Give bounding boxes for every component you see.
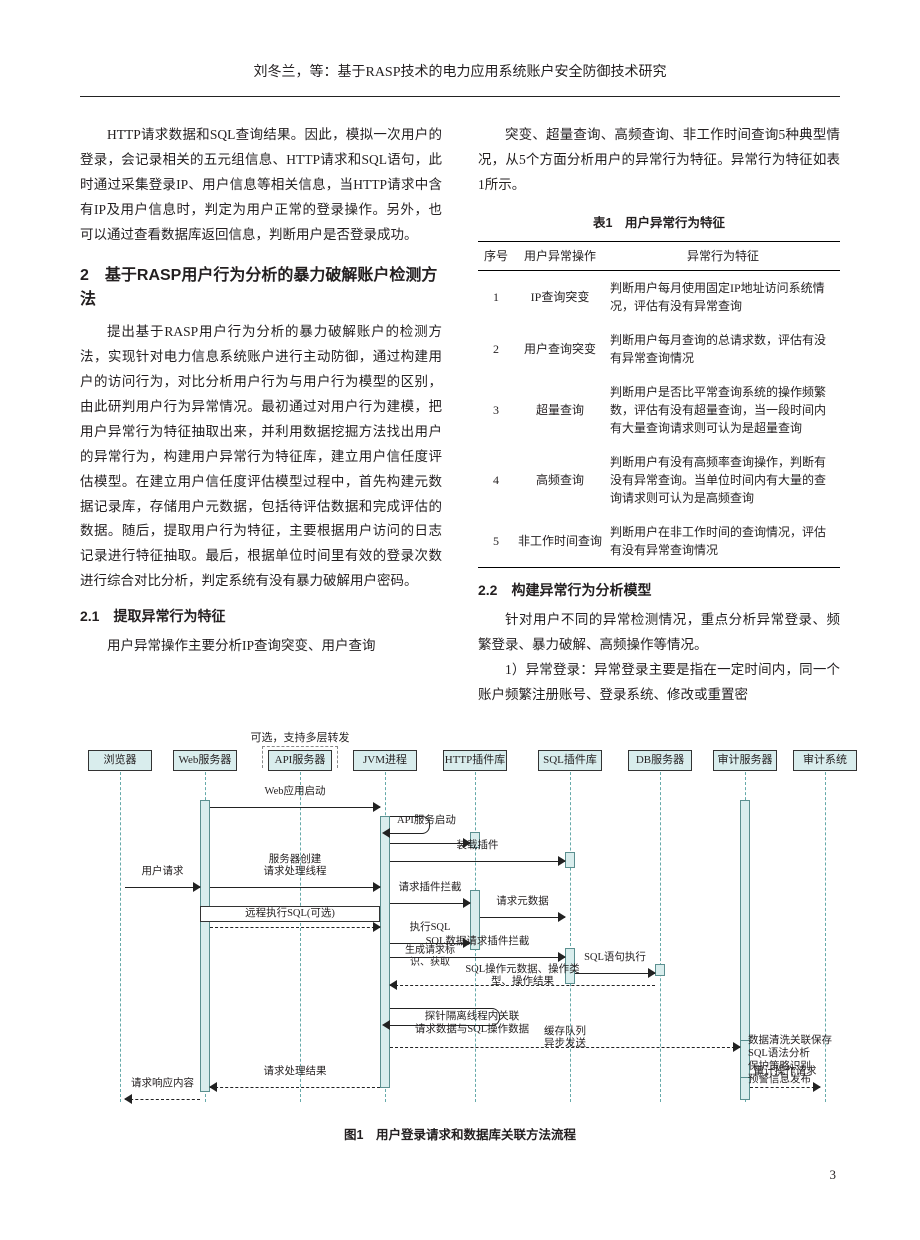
subsection-2-1: 2.1 提取异常行为特征 — [80, 604, 442, 630]
table-cell: 1 — [478, 270, 514, 323]
page-number: 3 — [80, 1163, 840, 1187]
page-header: 刘冬兰，等：基于RASP技术的电力应用系统账户安全防御技术研究 — [80, 60, 840, 97]
para: 针对用户不同的异常检测情况，重点分析异常登录、频繁登录、暴力破解、高频操作等情况… — [478, 608, 840, 658]
table-cell: 5 — [478, 515, 514, 568]
table-row: 5非工作时间查询判断用户在非工作时间的查询情况，评估有没有异常查询情况 — [478, 515, 840, 568]
table-cell: 判断用户每月使用固定IP地址访问系统情况，评估有没有异常查询 — [606, 270, 840, 323]
lifeline-api — [300, 772, 301, 1102]
table-cell: IP查询突变 — [514, 270, 606, 323]
message-label: API服务启动 — [397, 814, 487, 827]
para: 突变、超量查询、高频查询、非工作时间查询5种典型情况，从5个方面分析用户的异常行… — [478, 123, 840, 198]
lifeline-head-audit_srv: 审计服务器 — [713, 750, 777, 771]
para: 提出基于RASP用户行为分析的暴力破解账户的检测方法，实现针对电力信息系统账户进… — [80, 320, 442, 595]
message-label: 服务器创建请求处理线程 — [210, 854, 380, 879]
th: 异常行为特征 — [606, 241, 840, 270]
table-row: 2用户查询突变判断用户每月查询的总请求数，评估有没有异常查询情况 — [478, 323, 840, 375]
message-arrow: 装载插件 — [390, 854, 565, 868]
message-arrow: SQL数据请求插件拦截 — [390, 950, 565, 964]
lifeline-browser — [120, 772, 121, 1102]
table-row: 3超量查询判断用户是否比平常查询系统的操作频繁数，评估有没有超量查询，当一段时间… — [478, 375, 840, 445]
message-arrow: 缓存队列异步发送 — [390, 1040, 740, 1054]
message-label: 请求插件拦截 — [390, 882, 470, 895]
message-label: 装载插件 — [390, 840, 565, 853]
opt-frame-label: 可选，支持多层转发 — [240, 732, 360, 745]
message-label: SQL操作元数据、操作类型、操作结果 — [390, 964, 655, 989]
message-arrow: 请求插件拦截 — [390, 896, 470, 910]
lifeline-head-browser: 浏览器 — [88, 750, 152, 771]
sequence-diagram: 可选，支持多层转发浏览器Web服务器API服务器JVM进程HTTP插件库SQL插… — [80, 740, 840, 1110]
table-cell: 4 — [478, 445, 514, 515]
table-cell: 超量查询 — [514, 375, 606, 445]
subsection-2-2: 2.2 构建异常行为分析模型 — [478, 578, 840, 604]
message-arrow: 服务器创建请求处理线程 — [210, 880, 380, 894]
audit-note: 数据清洗关联保存SQL语法分析保护策略识别预警信息发布 — [748, 1034, 858, 1087]
para: 1）异常登录：异常登录主要是指在一定时间内，同一个账户频繁注册账号、登录系统、修… — [478, 658, 840, 708]
table-cell: 3 — [478, 375, 514, 445]
message-arrow: 用户请求 — [125, 880, 200, 894]
table-header-row: 序号 用户异常操作 异常行为特征 — [478, 241, 840, 270]
para: 用户异常操作主要分析IP查询突变、用户查询 — [80, 634, 442, 659]
message-label: SQL语句执行 — [575, 952, 655, 965]
lifeline-head-api: API服务器 — [268, 750, 332, 771]
table-cell: 2 — [478, 323, 514, 375]
table-1-caption: 表1 用户异常行为特征 — [478, 212, 840, 235]
activation-bar — [655, 964, 665, 976]
message-label: 远程执行SQL(可选) — [200, 906, 380, 923]
table-cell: 判断用户是否比平常查询系统的操作频繁数，评估有没有超量查询，当一段时间内有大量查… — [606, 375, 840, 445]
message-arrow: 远程执行SQL(可选) — [210, 920, 380, 934]
message-label: 执行SQL — [390, 922, 470, 935]
message-label: SQL数据请求插件拦截 — [390, 936, 565, 949]
table-cell: 用户查询突变 — [514, 323, 606, 375]
activation-bar — [200, 800, 210, 1092]
table-cell: 判断用户每月查询的总请求数，评估有没有异常查询情况 — [606, 323, 840, 375]
message-label: 请求响应内容 — [125, 1078, 200, 1091]
message-label: 用户请求 — [125, 866, 200, 879]
message-label: 请求处理结果 — [210, 1066, 380, 1079]
table-row: 1IP查询突变判断用户每月使用固定IP地址访问系统情况，评估有没有异常查询 — [478, 270, 840, 323]
section-heading-2: 2 基于RASP用户行为分析的暴力破解账户检测方法 — [80, 264, 442, 312]
th: 用户异常操作 — [514, 241, 606, 270]
table-cell: 高频查询 — [514, 445, 606, 515]
activation-bar — [565, 852, 575, 868]
activation-bar — [380, 816, 390, 1088]
table-cell: 判断用户有没有高频率查询操作，判断有没有异常查询。当单位时间内有大量的查询请求则… — [606, 445, 840, 515]
message-arrow: 请求元数据 — [480, 910, 565, 924]
table-cell: 判断用户在非工作时间的查询情况，评估有没有异常查询情况 — [606, 515, 840, 568]
lifeline-head-db: DB服务器 — [628, 750, 692, 771]
message-label: 缓存队列异步发送 — [390, 1026, 740, 1051]
table-1: 序号 用户异常操作 异常行为特征 1IP查询突变判断用户每月使用固定IP地址访问… — [478, 241, 840, 568]
figure-1-caption: 图1 用户登录请求和数据库关联方法流程 — [80, 1124, 840, 1147]
th: 序号 — [478, 241, 514, 270]
message-arrow: 请求处理结果 — [210, 1080, 380, 1094]
lifeline-head-audit_sys: 审计系统 — [793, 750, 857, 771]
table-cell: 非工作时间查询 — [514, 515, 606, 568]
two-column-body: HTTP请求数据和SQL查询结果。因此，模拟一次用户的登录，会记录相关的五元组信… — [80, 123, 840, 708]
left-column: HTTP请求数据和SQL查询结果。因此，模拟一次用户的登录，会记录相关的五元组信… — [80, 123, 442, 708]
message-label: 请求元数据 — [480, 896, 565, 909]
para: HTTP请求数据和SQL查询结果。因此，模拟一次用户的登录，会记录相关的五元组信… — [80, 123, 442, 248]
message-label: Web应用启动 — [210, 786, 380, 799]
lifeline-head-jvm: JVM进程 — [353, 750, 417, 771]
message-arrow: Web应用启动 — [210, 800, 380, 814]
message-arrow: SQL操作元数据、操作类型、操作结果 — [390, 978, 655, 992]
figure-1: 可选，支持多层转发浏览器Web服务器API服务器JVM进程HTTP插件库SQL插… — [80, 740, 840, 1147]
message-arrow: 请求响应内容 — [125, 1092, 200, 1106]
table-row: 4高频查询判断用户有没有高频率查询操作，判断有没有异常查询。当单位时间内有大量的… — [478, 445, 840, 515]
lifeline-head-sql: SQL插件库 — [538, 750, 602, 771]
lifeline-head-web: Web服务器 — [173, 750, 237, 771]
lifeline-head-http: HTTP插件库 — [443, 750, 507, 771]
right-column: 突变、超量查询、高频查询、非工作时间查询5种典型情况，从5个方面分析用户的异常行… — [478, 123, 840, 708]
